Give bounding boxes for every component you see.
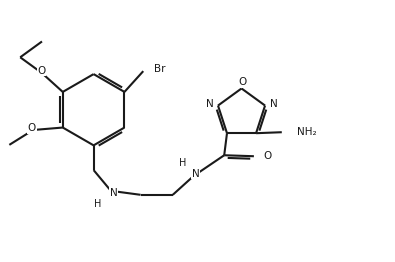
Text: O: O bbox=[263, 151, 271, 161]
Text: N: N bbox=[206, 99, 213, 108]
Text: Br: Br bbox=[154, 64, 165, 74]
Text: O: O bbox=[38, 66, 45, 76]
Text: H: H bbox=[179, 158, 186, 168]
Text: N: N bbox=[109, 188, 117, 198]
Text: N: N bbox=[192, 168, 199, 178]
Text: O: O bbox=[28, 123, 36, 133]
Text: NH₂: NH₂ bbox=[297, 127, 316, 137]
Text: O: O bbox=[239, 77, 246, 87]
Text: N: N bbox=[269, 99, 277, 108]
Text: H: H bbox=[94, 199, 102, 209]
